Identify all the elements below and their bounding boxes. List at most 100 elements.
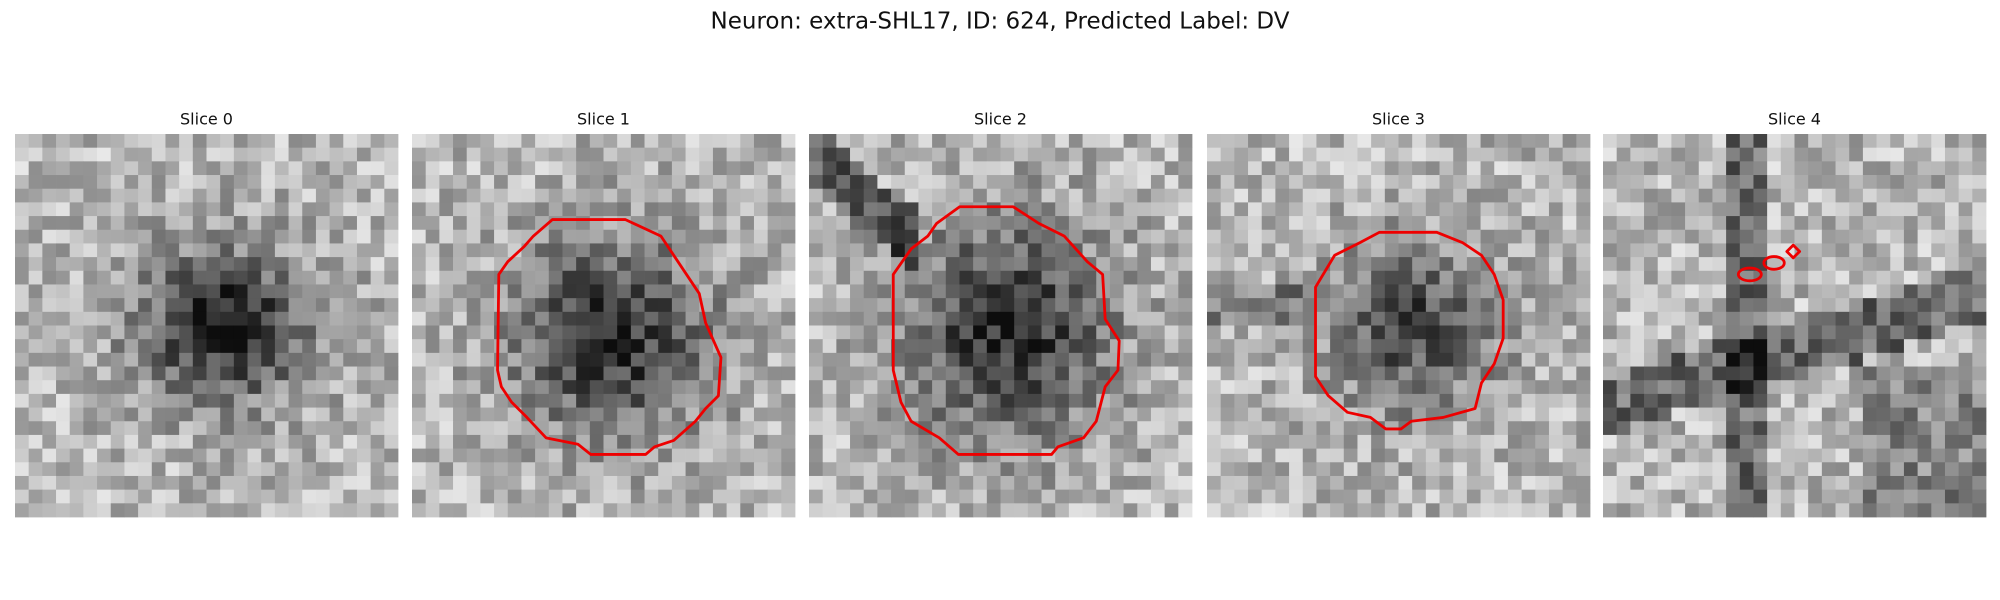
pixel	[97, 284, 112, 299]
pixel	[1548, 243, 1564, 258]
pixel	[370, 216, 385, 231]
pixel	[753, 161, 769, 176]
pixel	[753, 366, 769, 381]
pixel	[932, 202, 947, 217]
pixel	[1767, 380, 1782, 395]
pixel	[1041, 339, 1056, 354]
pixel	[1234, 270, 1249, 285]
pixel	[1808, 202, 1823, 217]
pixel	[261, 284, 276, 299]
pixel	[1876, 380, 1891, 395]
pixel	[658, 311, 673, 326]
pixel	[726, 134, 741, 149]
pixel	[1027, 147, 1042, 162]
pixel	[1014, 352, 1029, 367]
pixel	[1000, 475, 1015, 491]
pixel	[1466, 284, 1481, 299]
pixel	[1425, 503, 1440, 518]
pixel	[1082, 475, 1097, 491]
pixel	[179, 462, 194, 477]
pixel	[124, 448, 139, 463]
pixel	[726, 448, 741, 463]
pixel	[1055, 270, 1070, 285]
pixel	[1178, 311, 1193, 326]
pixel	[877, 298, 892, 313]
pixel	[1453, 352, 1468, 367]
pixel	[356, 462, 372, 477]
pixel	[1821, 147, 1836, 162]
pixel	[1371, 380, 1386, 395]
pixel	[986, 216, 1001, 231]
pixel	[767, 147, 782, 162]
pixel	[151, 325, 166, 340]
pixel	[836, 434, 851, 449]
pixel	[712, 298, 727, 313]
pixel	[425, 147, 440, 162]
pixel	[1876, 257, 1891, 272]
pixel	[1671, 229, 1686, 244]
pixel	[535, 339, 550, 354]
pixel	[1821, 421, 1836, 436]
pixel	[439, 243, 454, 258]
pixel	[1603, 298, 1618, 313]
pixel	[151, 147, 166, 162]
pixel	[356, 380, 372, 395]
pixel	[343, 134, 358, 149]
pixel	[1835, 161, 1850, 176]
pixel	[932, 448, 947, 463]
pixel	[1548, 311, 1564, 326]
pixel	[1371, 270, 1386, 285]
pixel	[809, 134, 824, 149]
pixel	[973, 202, 988, 217]
pixel	[562, 298, 577, 313]
pixel	[97, 434, 112, 449]
pixel	[480, 216, 495, 231]
pixel	[781, 475, 796, 491]
pixel	[69, 503, 84, 518]
pixel	[1000, 489, 1015, 504]
pixel	[548, 243, 563, 258]
pixel	[1343, 202, 1358, 217]
pixel	[206, 503, 221, 518]
pixel	[973, 393, 988, 408]
pixel	[1480, 311, 1495, 326]
pixel	[1616, 161, 1631, 176]
pixel	[192, 202, 207, 217]
pixel	[356, 284, 372, 299]
pixel	[1302, 352, 1317, 367]
pixel	[863, 202, 878, 217]
pixel	[1958, 175, 1973, 190]
pixel	[836, 134, 851, 149]
pixel	[1453, 325, 1468, 340]
pixel	[1330, 339, 1345, 354]
pixel	[863, 475, 878, 491]
pixel	[781, 311, 796, 326]
pixel	[822, 298, 837, 313]
pixel	[1041, 257, 1056, 272]
pixel	[1466, 257, 1481, 272]
pixel	[1535, 475, 1550, 491]
pixel	[1109, 270, 1124, 285]
pixel	[1357, 175, 1372, 190]
pixel	[1000, 380, 1015, 395]
pixel	[165, 339, 180, 354]
pixel	[1562, 448, 1577, 463]
pixel	[973, 503, 988, 518]
pixel	[1794, 339, 1809, 354]
pixel	[192, 325, 207, 340]
pixel	[562, 366, 577, 381]
pixel	[1726, 311, 1741, 326]
pixel	[1671, 448, 1686, 463]
pixel	[1767, 229, 1782, 244]
pixel	[836, 352, 851, 367]
pixel	[877, 188, 892, 203]
pixel	[1289, 284, 1304, 299]
pixel	[56, 134, 71, 149]
pixel	[412, 147, 427, 162]
pixel	[1739, 243, 1754, 258]
pixel	[151, 393, 166, 408]
pixel	[1548, 421, 1564, 436]
pixel	[877, 257, 892, 272]
pixel	[904, 229, 919, 244]
